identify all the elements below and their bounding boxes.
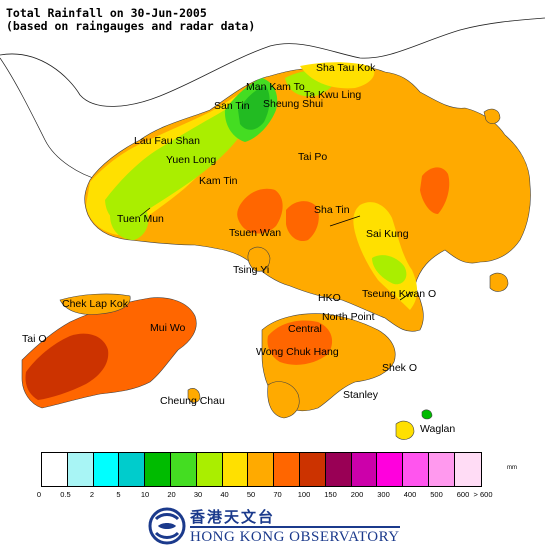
legend-swatch	[274, 453, 300, 486]
legend-swatch	[222, 453, 249, 486]
place-sheung-shui: Sheung Shui	[263, 98, 323, 110]
rainfall-legend	[41, 452, 482, 487]
legend-tick-label: 20	[167, 490, 176, 499]
marker-line-sha-tin	[329, 215, 361, 227]
legend-swatch	[377, 453, 404, 486]
place-sai-kung: Sai Kung	[366, 228, 409, 240]
deep-bay-shore	[0, 57, 101, 181]
chek-lap-kok	[59, 293, 131, 315]
legend-tick-label: 2	[89, 490, 95, 499]
rain-zone-70-100-shatin	[286, 201, 319, 242]
legend-tick-label: 5	[116, 490, 121, 499]
place-sha-tau-kok: Sha Tau Kok	[316, 62, 376, 74]
legend-swatch	[403, 453, 429, 486]
legend-tick-label: 40	[220, 490, 229, 499]
place-chek-lap-kok: Chek Lap Kok	[62, 298, 129, 310]
legend-tick-label: 400	[403, 490, 417, 499]
place-stanley: Stanley	[343, 389, 379, 401]
rain-zone-30-40-tuenmun	[110, 206, 149, 240]
legend-swatch	[119, 453, 146, 486]
place-tai-o: Tai O	[22, 333, 47, 345]
rain-zone-100-150-lantau	[25, 333, 109, 400]
legend-swatch	[196, 453, 223, 486]
legend-tick-label: 50	[246, 490, 256, 499]
place-tseung-kwan-o: Tseung Kwan O	[362, 288, 436, 300]
rain-zone-70-100-tsuen-wan	[237, 188, 283, 234]
legend-swatch	[170, 453, 197, 486]
place-san-tin: San Tin	[214, 100, 250, 112]
legend-swatch	[67, 453, 94, 486]
logo-chinese-text: 香港天文台	[190, 508, 276, 526]
place-cheung-chau: Cheung Chau	[160, 395, 225, 407]
hko-emblem-icon	[148, 507, 186, 545]
rain-zone-70-100-saikung	[420, 167, 450, 214]
legend-swatch	[93, 453, 120, 486]
cheung-chau-island	[187, 388, 201, 403]
legend-tick-label: 150	[324, 490, 337, 499]
place-kam-tin: Kam Tin	[199, 175, 238, 187]
legend-tick-label: 30	[193, 490, 203, 499]
legend-swatch	[351, 453, 378, 486]
place-mui-wo: Mui Wo	[150, 322, 186, 334]
place-tsing-yi: Tsing Yi	[233, 264, 269, 276]
legend-tick-label: 100	[297, 490, 311, 499]
legend-tick-label: 0	[36, 490, 42, 499]
place-tai-po: Tai Po	[298, 151, 327, 163]
rain-zone-10-20	[238, 86, 270, 130]
place-man-kam-to: Man Kam To	[246, 81, 305, 93]
legend-tick-label: 0.5	[60, 490, 71, 499]
place-lau-fau-shan: Lau Fau Shan	[134, 135, 200, 147]
legend-tick-label: 300	[377, 490, 390, 499]
legend-swatch	[42, 453, 68, 486]
hko-logo: 香港天文台 HONG KONG OBSERVATORY	[146, 505, 406, 549]
place-sha-tin: Sha Tin	[314, 204, 350, 216]
legend-tick-label: 10	[140, 490, 150, 499]
legend-swatch	[454, 453, 481, 486]
marker-line-tuen-mun	[139, 207, 151, 217]
marker-line-tseung-kwan-o	[399, 291, 413, 301]
tsing-yi-island	[247, 246, 271, 272]
place-north-point: North Point	[322, 311, 375, 323]
islet-northeast	[483, 108, 501, 124]
place-waglan: Waglan	[420, 423, 455, 435]
legend-tick-label: 500	[430, 490, 443, 499]
rain-zone-30-40	[105, 88, 260, 222]
place-tsuen-wan: Tsuen Wan	[229, 227, 281, 239]
place-labels: Sha Tau Kok Man Kam To Ta Kwu Ling San T…	[22, 62, 455, 435]
rain-zone-70-100-central	[267, 320, 333, 365]
legend-tick-label: 70	[273, 490, 282, 499]
rain-zone-30-40-tko	[372, 255, 407, 285]
place-marker-group	[139, 207, 413, 301]
place-shek-o: Shek O	[382, 362, 417, 374]
map-title: Total Rainfall on 30-Jun-2005 (based on …	[6, 7, 255, 33]
waglan-island	[421, 409, 433, 420]
place-wong-chuk-hang: Wong Chuk Hang	[256, 346, 339, 358]
legend-swatch	[145, 453, 171, 486]
islet-east	[489, 272, 509, 292]
legend-swatch	[325, 453, 352, 486]
rain-zone-40-50-north	[300, 62, 375, 89]
legend-ticks: 0 0.5 2 5 10 20 30 40 50 70 100 150 200 300 400 500 600 >…	[0, 490, 545, 502]
legend-tick-label: > 600	[473, 490, 493, 499]
legend-swatch	[299, 453, 326, 486]
legend-swatch	[248, 453, 275, 486]
place-yuen-long: Yuen Long	[166, 154, 216, 166]
islet-south	[395, 420, 415, 440]
mainland-coastline	[0, 17, 545, 107]
legend-swatch	[428, 453, 455, 486]
place-hko: HKO	[318, 292, 341, 304]
lamma-island	[267, 381, 300, 419]
place-tuen-mun: Tuen Mun	[117, 213, 164, 225]
legend-tick-label: 600	[456, 490, 470, 499]
title-line-1: Total Rainfall on 30-Jun-2005	[6, 6, 207, 20]
title-line-2: (based on raingauges and radar data)	[6, 19, 256, 33]
legend-tick-label: 200	[350, 490, 364, 499]
place-central: Central	[288, 323, 322, 335]
place-ta-kwu-ling: Ta Kwu Ling	[304, 89, 361, 101]
rainfall-map: Sha Tau Kok Man Kam To Ta Kwu Ling San T…	[0, 17, 545, 440]
legend-unit: mm	[507, 465, 517, 471]
logo-divider	[190, 526, 400, 528]
logo-english-text: HONG KONG OBSERVATORY	[190, 529, 400, 545]
